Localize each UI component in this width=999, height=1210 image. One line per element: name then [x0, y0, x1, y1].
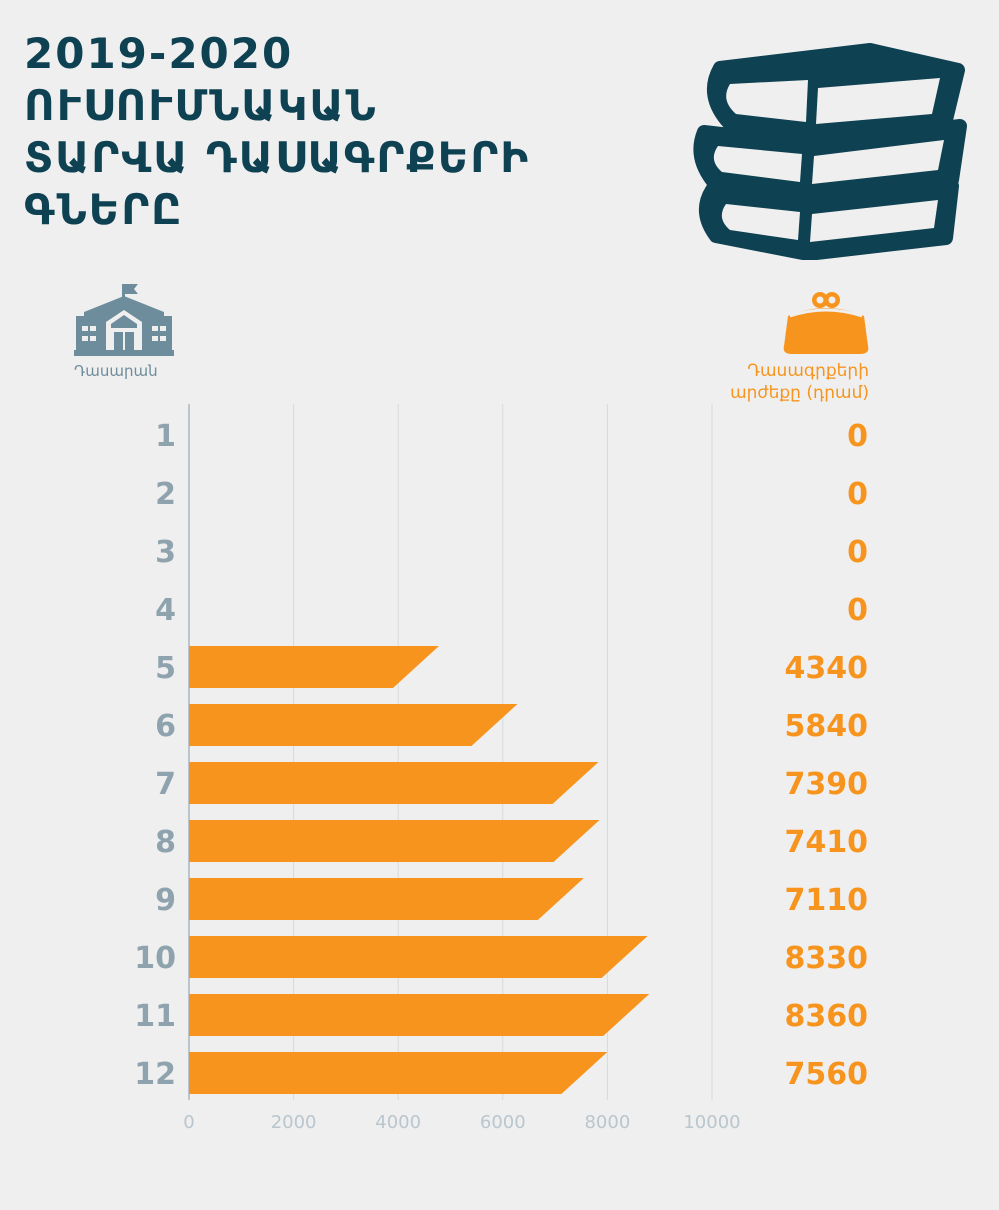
- value-label: 7560: [785, 1057, 869, 1092]
- value-label: 0: [847, 593, 868, 628]
- value-label: 7390: [785, 767, 869, 802]
- category-label: 8: [155, 825, 176, 860]
- bar: [189, 936, 648, 978]
- bar: [189, 1052, 608, 1094]
- bar: [189, 646, 439, 688]
- value-axis-label-line-2: արժեքը (դրամ): [730, 383, 869, 403]
- grid-lines: [188, 404, 713, 1100]
- value-axis-label: Դասագրքերի արժեքը (դրամ): [649, 360, 869, 404]
- x-tick-label: 6000: [480, 1112, 526, 1133]
- page-title: 2019-2020 ՈՒՍՈՒՄՆԱԿԱՆ ՏԱՐՎԱ ԴԱՍԱԳՐՔԵՐԻ Գ…: [24, 28, 664, 236]
- value-axis-label-line-1: Դասագրքերի: [747, 361, 869, 381]
- value-label: 7410: [785, 825, 869, 860]
- bar: [189, 820, 600, 862]
- category-label: 12: [134, 1057, 176, 1092]
- category-label: 2: [155, 477, 176, 512]
- value-label: 0: [847, 419, 868, 454]
- value-label: 8360: [785, 999, 869, 1034]
- bar: [189, 878, 584, 920]
- category-label: 11: [134, 999, 176, 1034]
- books-stack-icon: [693, 43, 967, 260]
- x-tick-label: 4000: [375, 1112, 421, 1133]
- x-tick-label: 10000: [683, 1112, 740, 1133]
- value-label: 8330: [785, 941, 869, 976]
- category-label: 10: [134, 941, 176, 976]
- category-label: 5: [155, 651, 176, 686]
- class-axis-label: Դասարան: [74, 362, 158, 380]
- category-label: 1: [155, 419, 176, 454]
- value-label: 4340: [785, 651, 869, 686]
- bars: [189, 646, 650, 1094]
- title-line-4: ԳՆԵՐԸ: [24, 185, 184, 234]
- value-label: 5840: [785, 709, 869, 744]
- title-line-2: ՈՒՍՈՒՄՆԱԿԱՆ: [24, 81, 378, 130]
- school-building-icon: [74, 284, 174, 356]
- bar: [189, 704, 518, 746]
- value-label: 0: [847, 535, 868, 570]
- title-line-3: ՏԱՐՎԱ ԴԱՍԱԳՐՔԵՐԻ: [24, 133, 531, 182]
- bar: [189, 762, 599, 804]
- x-tick-label: 0: [183, 1112, 194, 1133]
- value-label: 0: [847, 477, 868, 512]
- value-label: 7110: [785, 883, 869, 918]
- category-label: 7: [155, 767, 176, 802]
- category-label: 9: [155, 883, 176, 918]
- title-line-1: 2019-2020: [24, 29, 294, 78]
- category-label: 4: [155, 593, 176, 628]
- bar: [189, 994, 650, 1036]
- x-tick-label: 8000: [584, 1112, 630, 1133]
- category-label: 6: [155, 709, 176, 744]
- category-label: 3: [155, 535, 176, 570]
- x-tick-label: 2000: [271, 1112, 317, 1133]
- purse-icon: [783, 292, 869, 354]
